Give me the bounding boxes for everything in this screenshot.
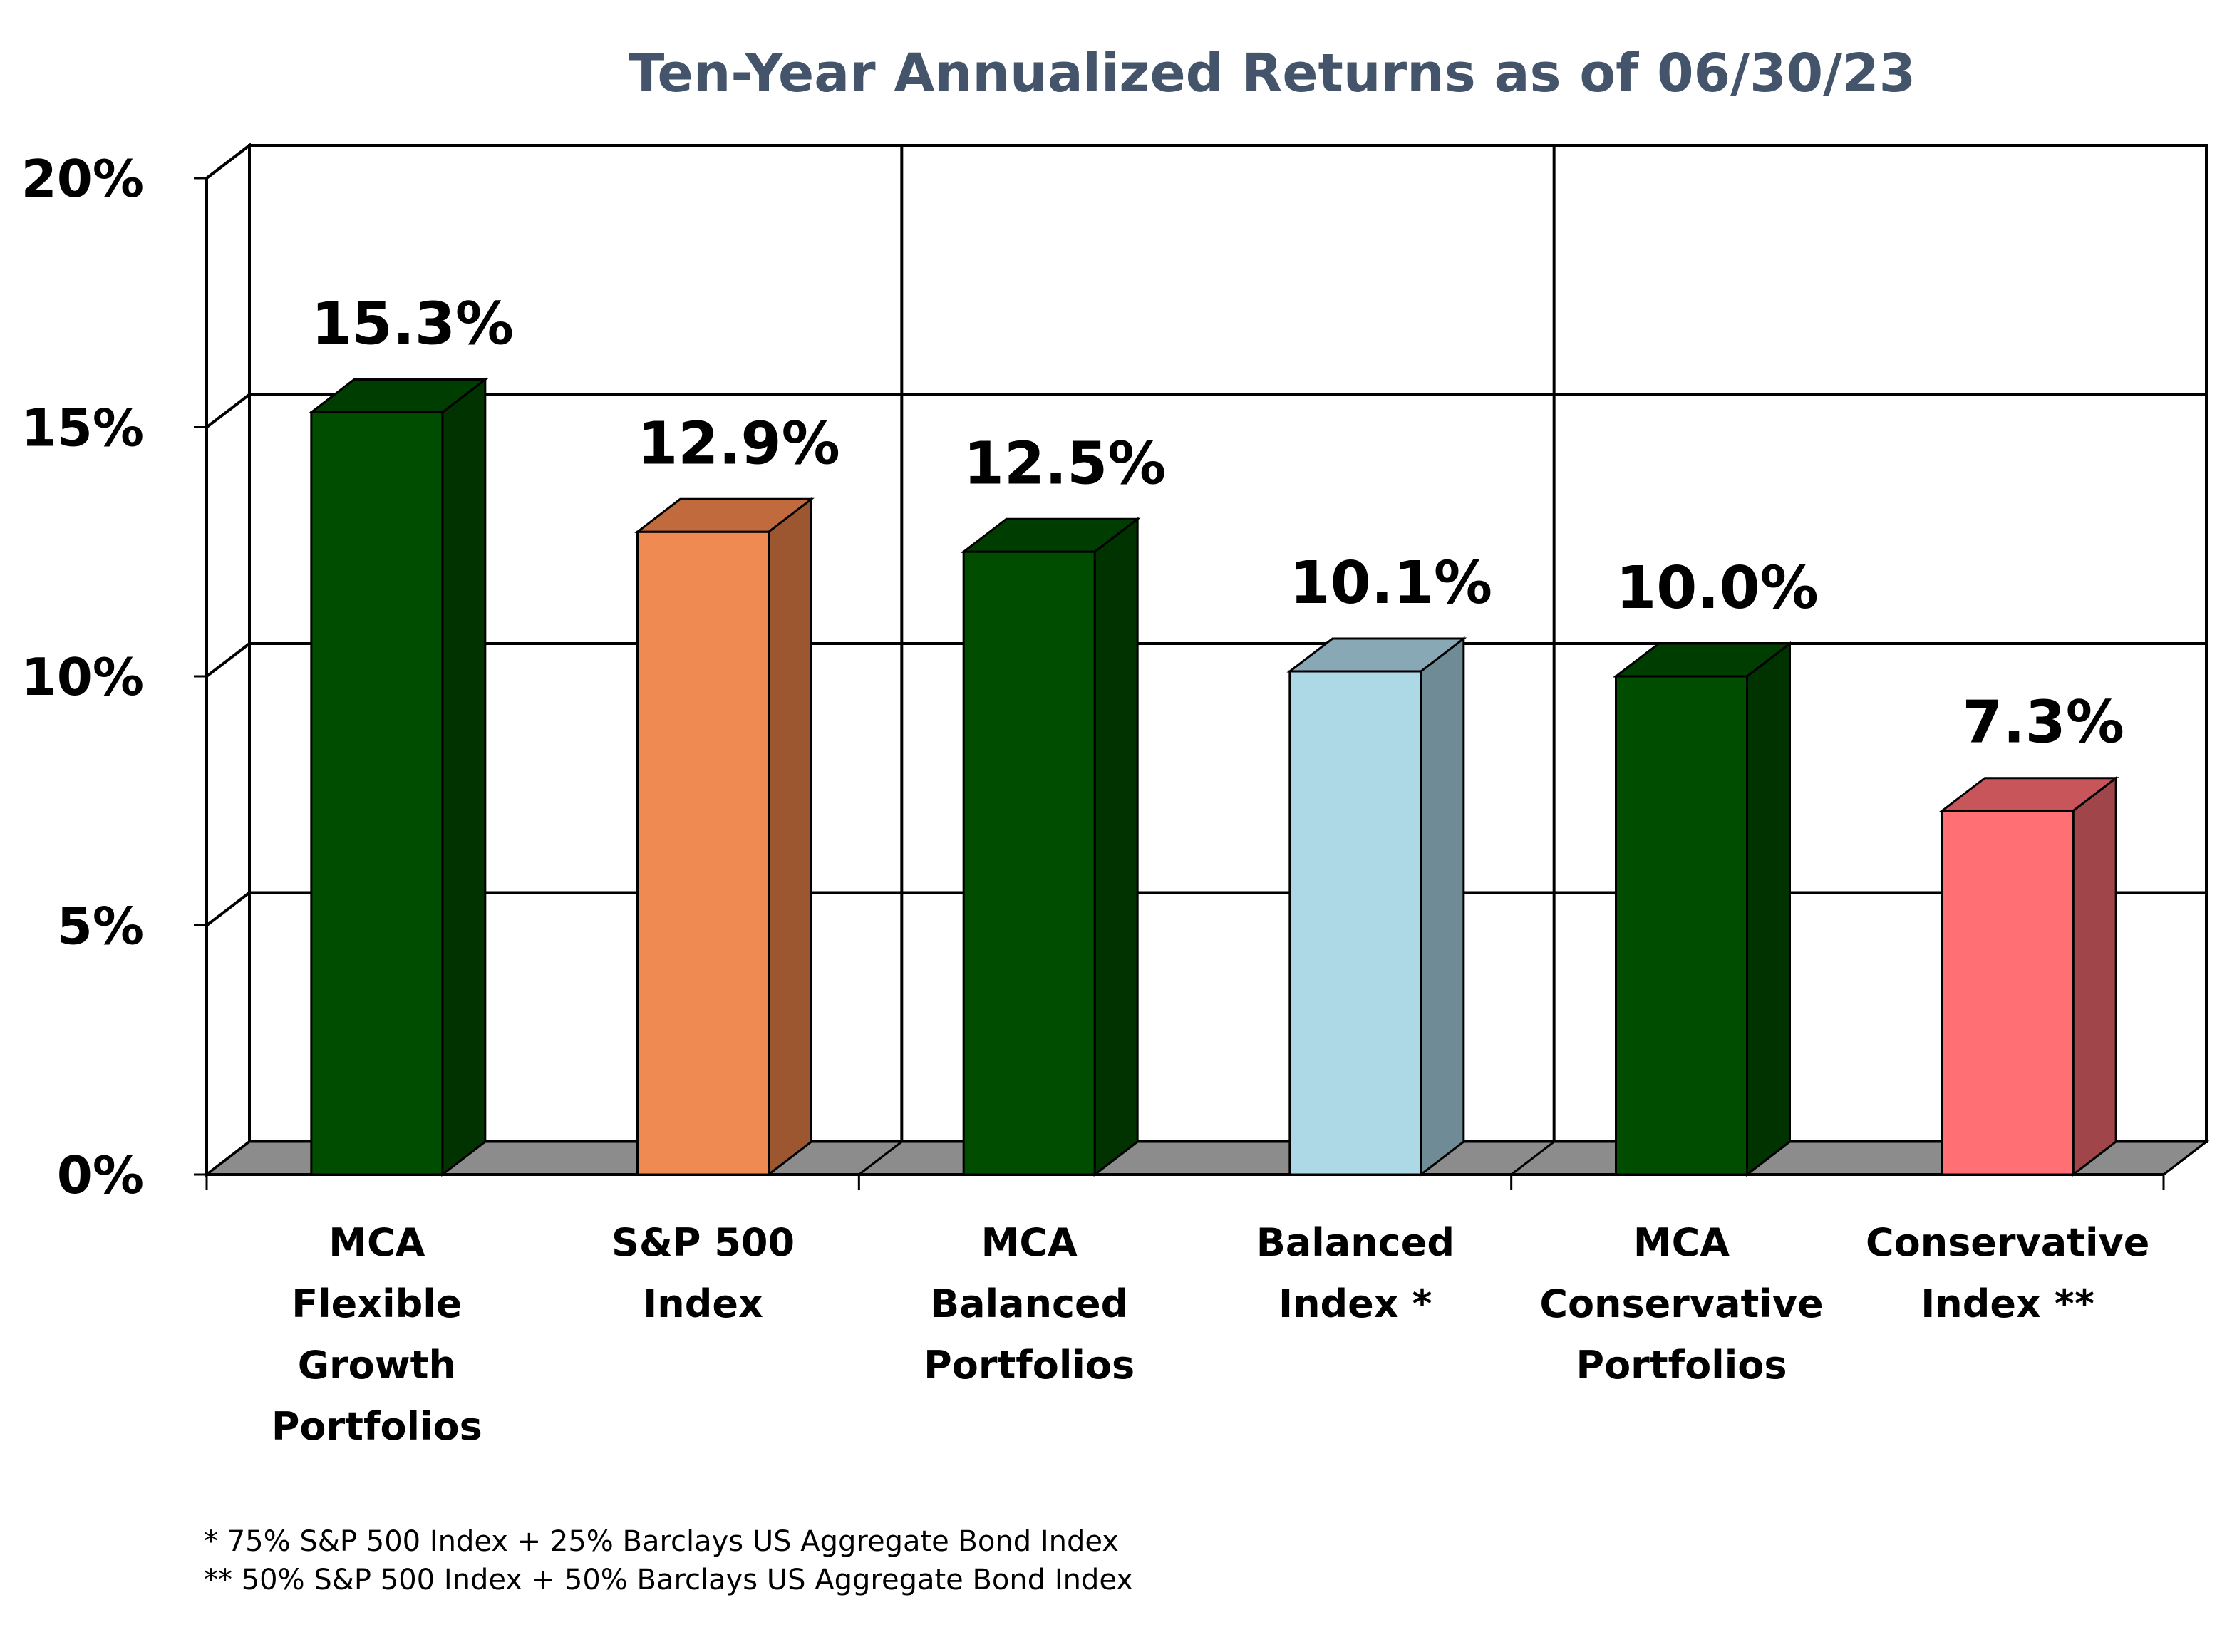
bar-side [1420,636,1465,1177]
y-axis: 0% 5% 10% 15% 20% [21,149,207,1205]
footnote-2: ** 50% S&P 500 Index + 50% Barclays US A… [204,1564,1133,1596]
y-tick-label: 10% [21,647,144,707]
y-tick-label: 20% [21,149,144,209]
chart-title: Ten-Year Annualized Returns as of 06/30/… [629,43,1916,104]
category-label: MCA Flexible Growth Portfolios [272,1220,482,1449]
category-label: S&P 500 Index [611,1220,795,1326]
bar-front [310,411,444,1176]
bar [1613,641,1793,1177]
bar-front [636,530,770,1176]
bars [308,377,2119,1177]
category-label: Conservative Index ** [1866,1220,2149,1326]
bar-side [1746,641,1791,1177]
data-label: 12.5% [963,430,1166,497]
floor [203,1140,2210,1176]
gridline-side [205,642,251,678]
footnote-1: * 75% S&P 500 Index + 25% Barclays US Ag… [204,1525,1119,1558]
y-tick-label: 5% [57,897,144,956]
bar-side [2072,775,2117,1177]
x-axis: MCA Flexible Growth Portfolios S&P 500 Index M… [272,1220,2150,1449]
bar-side [1093,517,1139,1177]
category-label: Balanced Index * [1256,1220,1455,1326]
y-tick-label: 0% [57,1145,144,1205]
gridline-side [205,393,251,429]
bar [308,377,489,1177]
gridline-side [205,891,251,927]
floor-divider [206,1140,250,1176]
gridline-side [205,144,251,180]
data-label: 10.0% [1616,554,1818,622]
value-labels: 15.3% 12.9% 12.5% 10.1% 10.0% 7.3% [311,291,2124,757]
category-label: MCA Balanced Portfolios [924,1220,1135,1388]
floor-divider [858,1140,903,1176]
bar [1938,775,2119,1177]
bar-side [441,377,487,1177]
bar-front [1615,675,1748,1176]
bar-front [962,550,1096,1176]
bar [960,517,1141,1177]
category-label: MCA Conservative Portfolios [1539,1220,1823,1388]
bar [634,497,815,1177]
data-label: 10.1% [1290,549,1492,617]
data-label: 15.3% [311,291,514,358]
y-tick-label: 15% [21,398,144,458]
bar [1286,636,1467,1177]
floor-divider [2163,1140,2207,1176]
data-label: 7.3% [1962,689,2124,757]
footnotes: * 75% S&P 500 Index + 25% Barclays US Ag… [204,1525,1133,1596]
data-label: 12.9% [637,410,839,477]
floor-divider [1510,1140,1555,1176]
bar-front [1941,810,2075,1176]
bar-front [1288,670,1422,1176]
bar-side [768,497,812,1177]
